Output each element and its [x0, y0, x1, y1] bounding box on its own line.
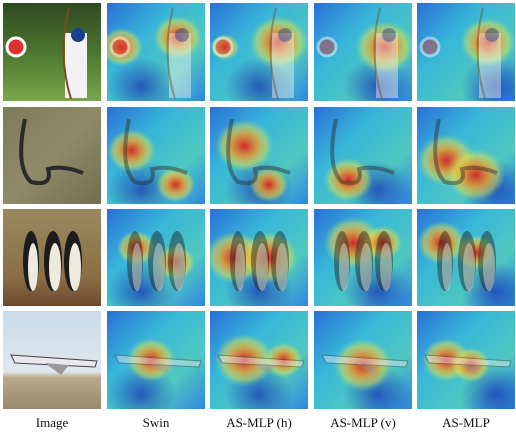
- cell-content: [210, 107, 308, 219]
- attention-map: [417, 311, 516, 424]
- archer-head: [382, 28, 396, 42]
- cell-content: [210, 3, 308, 116]
- attention-map: [107, 311, 205, 424]
- target: [111, 38, 129, 56]
- heat-hot: [107, 129, 156, 173]
- cell-content: [3, 3, 101, 101]
- photo-background: [3, 107, 101, 204]
- archer-head: [278, 28, 292, 42]
- attention-map: [100, 3, 205, 116]
- penguin-belly: [256, 243, 268, 291]
- cell-content: [3, 209, 101, 306]
- penguin-belly: [339, 243, 349, 291]
- attention-map: [107, 107, 205, 219]
- cell-content: [107, 107, 205, 219]
- cell-content: [314, 107, 412, 219]
- attention-map: [417, 209, 516, 321]
- cell-content: [100, 3, 205, 116]
- penguin-belly: [360, 243, 372, 291]
- penguin-belly: [69, 243, 81, 291]
- attention-map: [314, 107, 412, 219]
- penguin-belly: [132, 243, 142, 291]
- target: [214, 38, 232, 56]
- attention-map: [107, 209, 205, 321]
- cell-content: [3, 311, 101, 409]
- attention-map: [314, 209, 412, 321]
- cell-content: [417, 107, 516, 219]
- penguin-belly: [276, 243, 288, 291]
- attention-map: [205, 209, 308, 321]
- cell-content: [205, 209, 308, 321]
- target: [421, 38, 439, 56]
- cell-content: [210, 311, 308, 424]
- penguin-belly: [483, 243, 495, 291]
- cell-content: [107, 311, 205, 424]
- penguin-belly: [235, 243, 245, 291]
- page: ImageSwinAS-MLP (h)AS-MLP (v)AS-MLP (() …: [0, 0, 516, 433]
- heat-hot: [215, 120, 274, 172]
- column-label: AS-MLP (v): [330, 415, 396, 430]
- cell-content: [417, 209, 516, 321]
- figure: Image Swin AS-MLP (h) AS-MLP (v) AS-MLP: [0, 0, 516, 433]
- column-label: Swin: [143, 415, 170, 430]
- image-grid: [3, 3, 516, 424]
- penguin-belly: [173, 243, 185, 291]
- cell-content: [314, 3, 414, 116]
- penguin-belly: [380, 243, 392, 291]
- penguin-belly: [153, 243, 165, 291]
- penguin-belly: [442, 243, 452, 291]
- heat-hot: [324, 158, 373, 202]
- column-label: AS-MLP (h): [226, 415, 292, 430]
- archer-head: [71, 28, 85, 42]
- attention-map: [210, 3, 308, 116]
- heat-hot: [446, 149, 505, 201]
- attention-map: [314, 311, 412, 424]
- archer-head: [175, 28, 189, 42]
- cell-content: [3, 107, 101, 204]
- column-label: Image: [36, 415, 69, 430]
- cell-content: [107, 209, 205, 321]
- column-labels: Image Swin AS-MLP (h) AS-MLP (v) AS-MLP: [36, 415, 490, 430]
- source-image: [3, 107, 101, 204]
- source-image: [3, 311, 101, 409]
- source-image: [3, 3, 101, 101]
- attention-map: [210, 311, 308, 424]
- cell-content: [314, 209, 412, 321]
- column-label: AS-MLP: [442, 415, 490, 430]
- attention-map: [314, 3, 414, 116]
- target: [318, 38, 336, 56]
- cell-content: [314, 311, 412, 424]
- attention-map: [210, 107, 308, 219]
- cell-content: [417, 311, 516, 424]
- penguin-belly: [49, 243, 61, 291]
- penguin-belly: [28, 243, 38, 291]
- archer-head: [485, 28, 499, 42]
- source-image: [3, 209, 101, 306]
- heat-hot: [156, 167, 195, 202]
- attention-map: [417, 3, 516, 116]
- target: [7, 38, 25, 56]
- cell-content: [417, 3, 516, 116]
- attention-map: [417, 107, 516, 219]
- penguin-belly: [463, 243, 475, 291]
